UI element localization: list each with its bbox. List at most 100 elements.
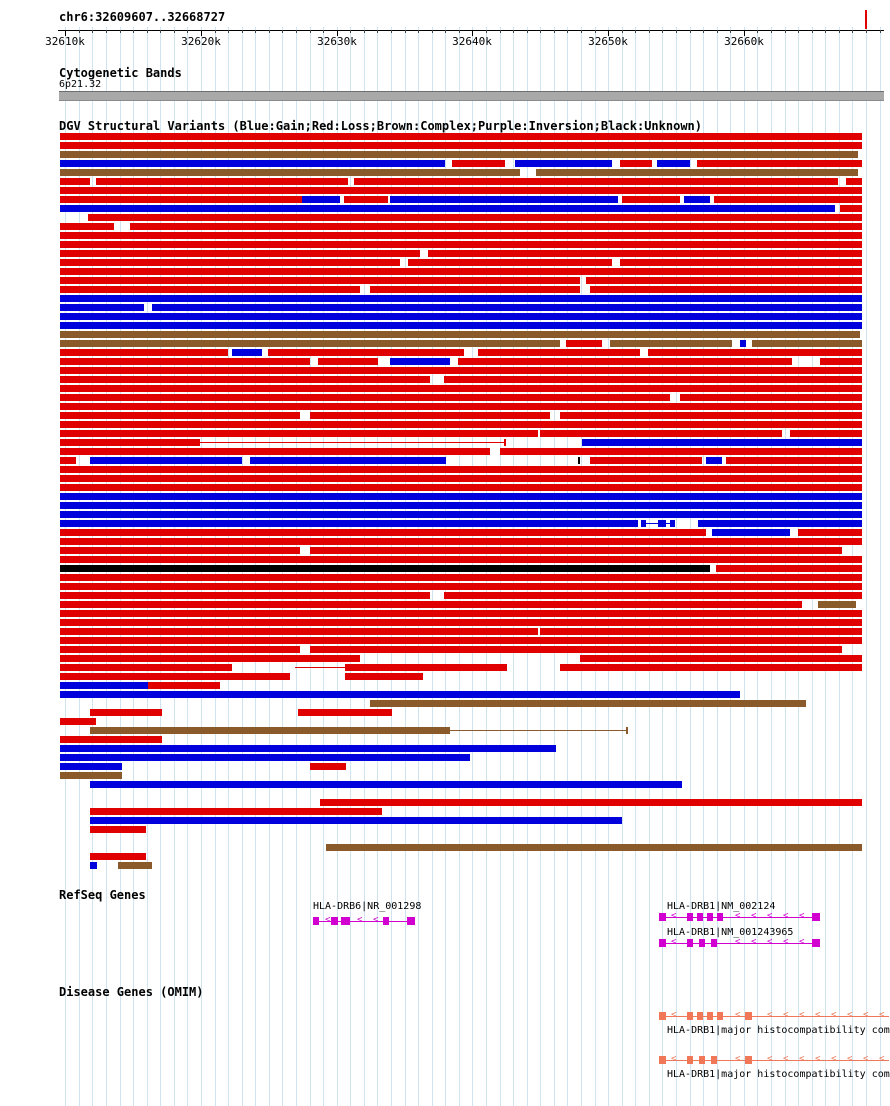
dgv-variant-bar[interactable] (60, 475, 862, 482)
dgv-variant-bar[interactable] (90, 457, 242, 464)
dgv-variant-bar[interactable] (752, 340, 862, 347)
gene-exon[interactable] (659, 939, 666, 947)
dgv-variant-bar[interactable] (60, 691, 740, 698)
dgv-variant-bar[interactable] (90, 826, 146, 833)
dgv-variant-bar[interactable] (345, 673, 423, 680)
dgv-variant-bar[interactable] (515, 160, 612, 167)
gene-intron-line[interactable] (662, 1060, 889, 1061)
dgv-variant-bar[interactable] (504, 439, 506, 446)
dgv-variant-bar[interactable] (60, 556, 862, 563)
dgv-variant-bar[interactable] (60, 493, 862, 500)
dgv-variant-bar[interactable] (60, 736, 162, 743)
dgv-variant-bar[interactable] (354, 178, 838, 185)
gene-exon[interactable] (659, 1056, 666, 1064)
dgv-variant-bar[interactable] (60, 673, 290, 680)
dgv-variant-bar[interactable] (60, 304, 144, 311)
gene-exon[interactable] (659, 1012, 666, 1020)
dgv-variant-bar[interactable] (840, 205, 862, 212)
dgv-variant-bar[interactable] (582, 439, 584, 446)
gene-exon[interactable] (331, 917, 338, 925)
dgv-variant-bar[interactable] (345, 664, 507, 671)
dgv-variant-bar[interactable] (60, 439, 200, 446)
dgv-variant-bar[interactable] (60, 286, 360, 293)
dgv-variant-bar[interactable] (408, 259, 612, 266)
dgv-variant-bar[interactable] (60, 133, 862, 140)
dgv-variant-bar[interactable] (560, 664, 862, 671)
dgv-variant-bar[interactable] (657, 160, 690, 167)
dgv-variant-bar[interactable] (430, 610, 862, 617)
dgv-variant-bar[interactable] (302, 658, 314, 659)
dgv-variant-bar[interactable] (60, 565, 710, 572)
dgv-variant-bar[interactable] (60, 196, 302, 203)
dgv-variant-bar[interactable] (60, 160, 445, 167)
dgv-variant-bar[interactable] (590, 286, 862, 293)
dgv-variant-bar[interactable] (697, 160, 862, 167)
gene-exon[interactable] (812, 939, 820, 947)
dgv-variant-bar[interactable] (60, 529, 706, 536)
dgv-variant-bar[interactable] (298, 709, 392, 716)
gene-exon[interactable] (717, 913, 723, 921)
dgv-variant-bar[interactable] (428, 250, 862, 257)
dgv-variant-bar[interactable] (590, 457, 702, 464)
gene-exon[interactable] (745, 1056, 752, 1064)
dgv-variant-bar[interactable] (670, 520, 675, 527)
dgv-variant-bar[interactable] (96, 178, 348, 185)
dgv-variant-bar[interactable] (586, 277, 862, 284)
dgv-variant-bar[interactable] (60, 538, 862, 545)
dgv-variant-bar[interactable] (60, 430, 538, 437)
dgv-variant-bar[interactable] (450, 730, 626, 731)
gene-exon[interactable] (717, 1012, 723, 1020)
dgv-variant-bar[interactable] (60, 205, 835, 212)
dgv-variant-bar[interactable] (60, 745, 556, 752)
gene-exon[interactable] (383, 917, 389, 925)
dgv-variant-bar[interactable] (60, 619, 862, 626)
dgv-variant-bar[interactable] (60, 718, 96, 725)
dgv-variant-bar[interactable] (620, 259, 862, 266)
dgv-variant-bar[interactable] (60, 502, 862, 509)
gene-exon[interactable] (687, 1056, 693, 1064)
dgv-variant-bar[interactable] (60, 367, 862, 374)
dgv-variant-bar[interactable] (60, 277, 580, 284)
dgv-variant-bar[interactable] (610, 340, 732, 347)
dgv-variant-bar[interactable] (60, 601, 802, 608)
dgv-variant-bar[interactable] (152, 304, 862, 311)
dgv-variant-bar[interactable] (90, 808, 382, 815)
dgv-variant-bar[interactable] (60, 583, 862, 590)
gene-exon[interactable] (687, 939, 693, 947)
dgv-variant-bar[interactable] (536, 169, 858, 176)
dgv-variant-bar[interactable] (798, 529, 862, 536)
dgv-variant-bar[interactable] (60, 448, 490, 455)
dgv-variant-bar[interactable] (90, 781, 682, 788)
gene-exon[interactable] (341, 917, 350, 925)
gene-exon[interactable] (697, 1012, 703, 1020)
dgv-variant-bar[interactable] (60, 187, 862, 194)
dgv-variant-bar[interactable] (366, 592, 430, 599)
dgv-variant-bar[interactable] (60, 169, 520, 176)
dgv-variant-bar[interactable] (60, 682, 200, 689)
dgv-variant-bar[interactable] (790, 430, 862, 437)
dgv-variant-bar[interactable] (60, 655, 360, 662)
dgv-variant-bar[interactable] (90, 727, 450, 734)
dgv-variant-bar[interactable] (60, 574, 862, 581)
dgv-variant-bar[interactable] (370, 286, 580, 293)
dgv-variant-bar[interactable] (626, 727, 628, 734)
dgv-variant-bar[interactable] (88, 214, 862, 221)
dgv-variant-bar[interactable] (344, 196, 388, 203)
dgv-variant-bar[interactable] (580, 655, 862, 662)
dgv-variant-bar[interactable] (60, 358, 310, 365)
dgv-variant-bar[interactable] (60, 466, 862, 473)
dgv-variant-bar[interactable] (680, 394, 862, 401)
dgv-variant-bar[interactable] (60, 232, 862, 239)
dgv-variant-bar[interactable] (302, 196, 340, 203)
dgv-variant-bar[interactable] (698, 520, 862, 527)
dgv-variant-bar[interactable] (658, 520, 666, 527)
dgv-variant-bar[interactable] (726, 457, 862, 464)
dgv-variant-bar[interactable] (452, 160, 505, 167)
dgv-variant-bar[interactable] (390, 196, 618, 203)
dgv-variant-bar[interactable] (620, 160, 652, 167)
dgv-variant-bar[interactable] (60, 223, 114, 230)
dgv-variant-bar[interactable] (60, 520, 638, 527)
dgv-variant-bar[interactable] (326, 844, 862, 851)
dgv-variant-bar[interactable] (60, 340, 560, 347)
gene-exon[interactable] (711, 1056, 717, 1064)
